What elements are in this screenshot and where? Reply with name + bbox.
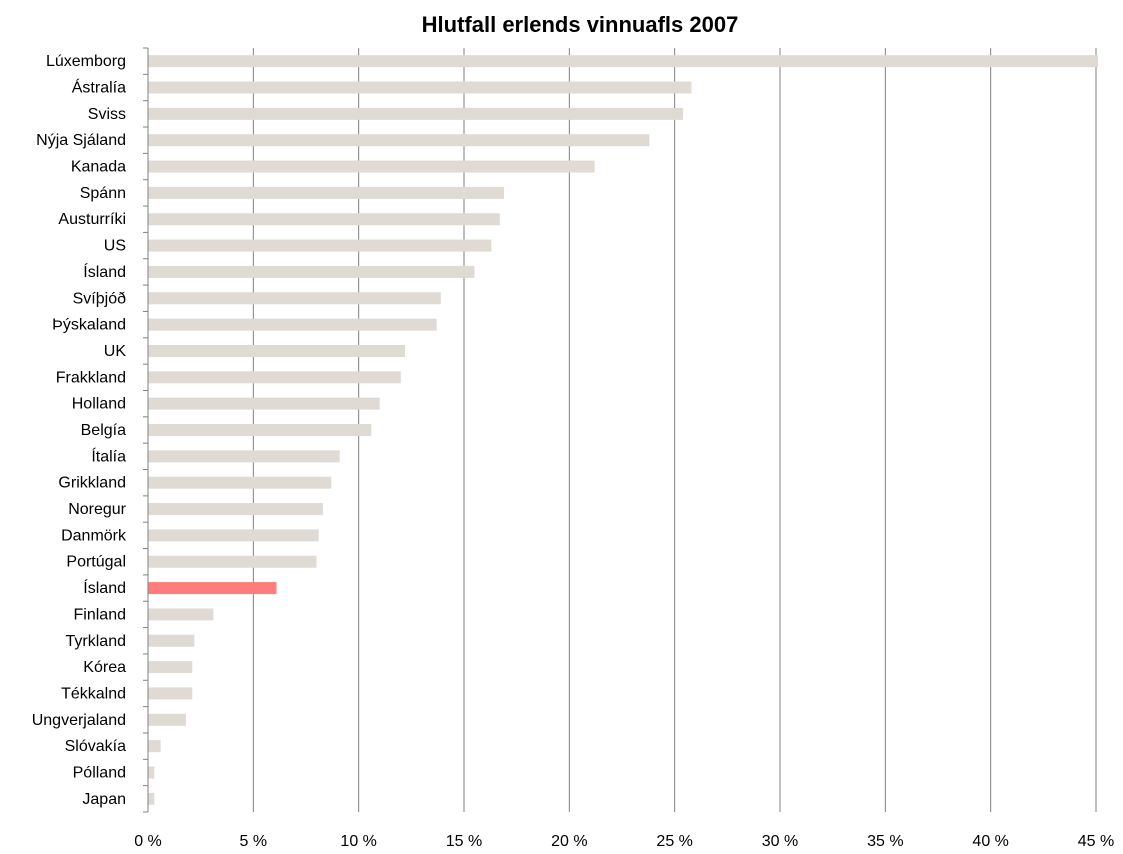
x-tick-label: 25 % — [656, 833, 692, 850]
bar — [148, 292, 441, 305]
category-label: Belgía — [81, 422, 126, 439]
category-label: Svíþjóð — [73, 290, 126, 307]
category-label: Finland — [74, 606, 126, 623]
x-tick-label: 20 % — [551, 833, 587, 850]
bar — [148, 397, 380, 410]
y-axis — [143, 47, 149, 813]
x-tick-label: 45 % — [1078, 833, 1114, 850]
x-tick-labels: 0 % 5 % 10 % 15 % 20 % 25 % 30 % 35 % 40 % 45 % — [134, 833, 1114, 850]
category-label: Lúxemborg — [46, 53, 126, 70]
category-label: Kanada — [71, 159, 126, 176]
category-labels: Lúxemborg Ástralía Sviss Nýja Sjáland Kanada… — [32, 53, 127, 808]
category-label: Portúgal — [66, 554, 126, 571]
category-label: Ísland — [83, 262, 126, 281]
x-tick-label: 10 % — [340, 833, 376, 850]
category-label: Japan — [82, 791, 126, 808]
category-label: Frakkland — [56, 369, 126, 386]
bar — [148, 160, 595, 173]
category-label: Holland — [72, 396, 126, 413]
bar — [148, 55, 1099, 68]
bar — [148, 582, 277, 595]
x-tick-label: 15 % — [446, 833, 482, 850]
category-label: Spánn — [80, 185, 126, 202]
bar — [148, 687, 193, 700]
bar — [148, 81, 692, 94]
bar — [148, 661, 193, 674]
bar — [148, 608, 214, 621]
category-label: Noregur — [68, 501, 126, 518]
x-tick-label: 35 % — [867, 833, 903, 850]
category-label: Nýja Sjáland — [36, 132, 126, 149]
bar — [148, 450, 340, 463]
bars — [148, 55, 1099, 805]
x-tick-label: 5 % — [240, 833, 268, 850]
bar — [148, 555, 317, 568]
category-label: Ungverjaland — [32, 712, 126, 729]
category-label: Ísland — [83, 578, 126, 597]
category-label: Pólland — [73, 764, 126, 781]
category-label: Kórea — [83, 659, 126, 676]
bar — [148, 529, 319, 542]
bar — [148, 371, 401, 384]
bar — [148, 318, 437, 331]
chart-title: Hlutfall erlends vinnuafls 2007 — [422, 12, 739, 37]
gridlines — [252, 48, 1097, 812]
category-label: Þýskaland — [52, 317, 126, 334]
bar — [148, 476, 332, 489]
category-label: Ítalía — [91, 446, 126, 465]
x-tick-label: 0 % — [134, 833, 162, 850]
category-label: UK — [104, 343, 127, 360]
bar — [148, 239, 492, 252]
bar — [148, 740, 161, 753]
category-label: US — [104, 238, 126, 255]
category-label: Tyrkland — [66, 633, 126, 650]
bar — [148, 713, 186, 726]
bar — [148, 424, 372, 436]
bar — [148, 792, 155, 805]
category-label: Tékkalnd — [61, 685, 126, 702]
bar — [148, 344, 406, 357]
bar — [148, 766, 155, 779]
x-tick-label: 30 % — [762, 833, 798, 850]
category-label: Grikkland — [58, 475, 126, 492]
bar — [148, 134, 650, 147]
bar — [148, 107, 684, 120]
category-label: Austurríki — [58, 211, 126, 228]
bar — [148, 213, 500, 226]
bar — [148, 186, 505, 199]
category-label: Ástralía — [72, 78, 126, 97]
category-label: Sviss — [88, 106, 126, 123]
bar — [148, 265, 475, 278]
category-label: Danmörk — [61, 527, 127, 544]
category-label: Slóvakía — [65, 738, 126, 755]
x-tick-label: 40 % — [972, 833, 1008, 850]
bar — [148, 503, 323, 516]
bar — [148, 634, 195, 647]
